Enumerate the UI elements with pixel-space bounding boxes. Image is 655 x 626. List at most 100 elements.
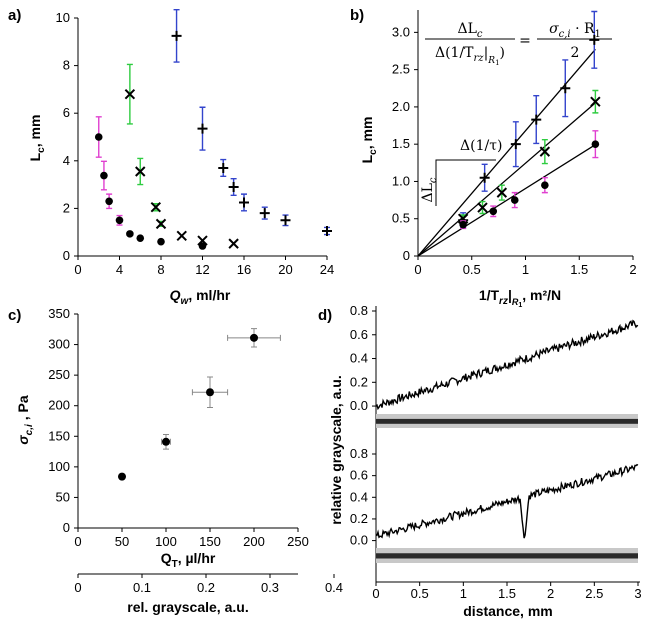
equation-lhs-denominator: Δ(1/Trz|R1) (435, 45, 505, 67)
annotation-delta-tau: Δ(1/τ) (460, 138, 502, 154)
chart-d-y-tick-label: 0.0 (350, 398, 368, 413)
chart-b-y-tick-label: 0 (403, 248, 410, 263)
chart-a-plus-point (197, 123, 208, 134)
chart-d-y-tick-label: 0.4 (350, 489, 368, 504)
chart-a-dot-point (100, 171, 108, 180)
chart-a-y-tick-label: 8 (63, 58, 70, 73)
chart-b-dot-point (459, 220, 467, 229)
chart-c-x2-tick-label: 0.4 (325, 580, 343, 595)
chart-a-plus-point (228, 181, 239, 192)
chart-c-data-point (206, 388, 214, 397)
chart-b-cross-point (496, 187, 508, 198)
chart-a-dot-point (136, 234, 145, 242)
chart-d-x-tick-label: 0.5 (411, 586, 429, 601)
chart-a-plus-point (322, 226, 332, 237)
chart-b-cross-point (477, 202, 488, 213)
chart-a-plus-point (259, 208, 270, 219)
chart-c-y-tick-label: 250 (48, 367, 70, 382)
chart-a-y-label: Lc, mm (27, 115, 47, 162)
chart-c-y-tick-label: 50 (56, 489, 70, 504)
chart-a-x-tick-label: 16 (237, 262, 251, 277)
chart-b-plus-point (531, 114, 542, 125)
chart-c-y-tick-label: 350 (48, 306, 70, 321)
grayscale-strip-band (376, 553, 638, 559)
chart-b-x-tick-label: 0 (414, 262, 421, 277)
chart-b-x-label: 1/Trz|R1, m²/N (479, 287, 561, 309)
chart-d-grayscale-curve (375, 319, 639, 411)
chart-b-plus-point (479, 172, 490, 183)
chart-c-y-tick-label: 300 (48, 337, 70, 352)
chart-b-dot-point (591, 140, 600, 148)
chart-a-x-tick-label: 20 (278, 262, 292, 277)
chart-c-data-point (250, 333, 258, 342)
chart-a-cross-point (124, 88, 136, 100)
chart-b-y-tick-label: 3.0 (392, 24, 410, 39)
chart-d-x-tick-label: 1.5 (498, 586, 516, 601)
chart-a-plus-point (218, 162, 229, 173)
chart-b-dot-point (489, 207, 498, 216)
chart-a-dot-point (105, 197, 113, 206)
equation-rhs-numerator: σc,i · R1 (549, 21, 601, 40)
annotation-delta-lc: ΔLc (420, 177, 439, 202)
chart-c-x-tick-label: 0 (74, 534, 81, 549)
chart-a-cross-point (155, 218, 167, 230)
chart-c-x-tick-label: 250 (287, 534, 309, 549)
chart-d-y-tick-label: 0.2 (350, 374, 368, 389)
chart-c: 0 50 100 150 200 250 0 50 100 150 200 250 300 350 0 0.1… (15, 306, 343, 615)
chart-d-y-tick-label: 0.8 (350, 446, 368, 461)
chart-a-dot-point (157, 237, 165, 246)
slope-triangle (435, 159, 496, 206)
chart-c-data-point (118, 472, 126, 481)
chart-d: 0.0 0.2 0.4 0.6 0.8 0.0 0.2 0.4 0.6 0.8 0 0.5 1 1.5 2 2… (328, 303, 642, 619)
chart-d-x-tick-label: 1 (460, 586, 467, 601)
chart-a-cross-point (228, 238, 239, 249)
chart-c-x-tick-label: 200 (243, 534, 265, 549)
chart-a-dot-point (94, 133, 103, 141)
chart-d-y-tick-label: 0.6 (350, 468, 368, 483)
chart-d-x-tick-label: 2.5 (585, 586, 603, 601)
chart-d-y-tick-label: 0.0 (350, 533, 368, 548)
chart-b-x-tick-label: 2 (629, 262, 636, 277)
chart-d-x-label: distance, mm (463, 603, 552, 619)
chart-a-cross-point (176, 230, 187, 241)
chart-b-equation: ΔLc Δ(1/Trz|R1) = σc,i · R1 2 (425, 21, 612, 67)
chart-c-x2-tick-label: 0.3 (261, 580, 279, 595)
chart-b-fit-line (417, 144, 596, 257)
chart-c-y-tick-label: 150 (48, 428, 70, 443)
chart-b-plus-point (589, 34, 600, 45)
chart-c-x-label: QT, µl/hr (161, 550, 216, 570)
chart-c-y-tick-label: 100 (48, 459, 70, 474)
chart-a-plus-point (280, 215, 291, 226)
chart-d-y-tick-label: 0.2 (350, 511, 368, 526)
chart-c-x-tick-label: 150 (199, 534, 221, 549)
chart-a-y-tick-label: 10 (56, 10, 70, 25)
chart-c-x2-label: rel. grayscale, a.u. (127, 599, 248, 615)
equation-lhs-numerator: ΔLc (457, 21, 482, 40)
chart-b: 0 0.5 1 1.5 2 0 0.5 1.0 1.5 2.0 2.5 3.0 ΔLc Δ(1/Trz… (359, 10, 637, 309)
chart-a-cross-point (197, 235, 208, 246)
chart-c-y-tick-label: 0 (63, 520, 70, 535)
panel-label-c: c) (8, 307, 21, 324)
chart-d-x-tick-label: 3 (634, 586, 641, 601)
chart-b-fit-line (417, 48, 596, 257)
chart-b-cross-point (590, 96, 601, 107)
chart-a-y-tick-label: 2 (63, 200, 70, 215)
chart-b-fit-line (417, 102, 596, 257)
chart-c-x2-tick-label: 0 (74, 580, 81, 595)
chart-a-dot-point (115, 216, 124, 225)
chart-a-x-tick-label: 0 (74, 262, 81, 277)
chart-a-cross-point (135, 166, 146, 177)
chart-a-dot-point (198, 242, 207, 250)
panel-label-b: b) (350, 7, 364, 24)
chart-c-x2-tick-label: 0.2 (197, 580, 215, 595)
chart-c-data-point (162, 437, 170, 446)
chart-a-y-tick-label: 4 (63, 153, 70, 168)
chart-b-dot-point (541, 181, 549, 189)
chart-d-x-tick-label: 2 (547, 586, 554, 601)
chart-b-dot-point (510, 196, 519, 204)
chart-d-y-label: relative grayscale, a.u. (328, 375, 344, 524)
chart-a-x-label: Qw, ml/hr (170, 287, 231, 307)
chart-d-y-tick-label: 0.8 (350, 303, 368, 318)
